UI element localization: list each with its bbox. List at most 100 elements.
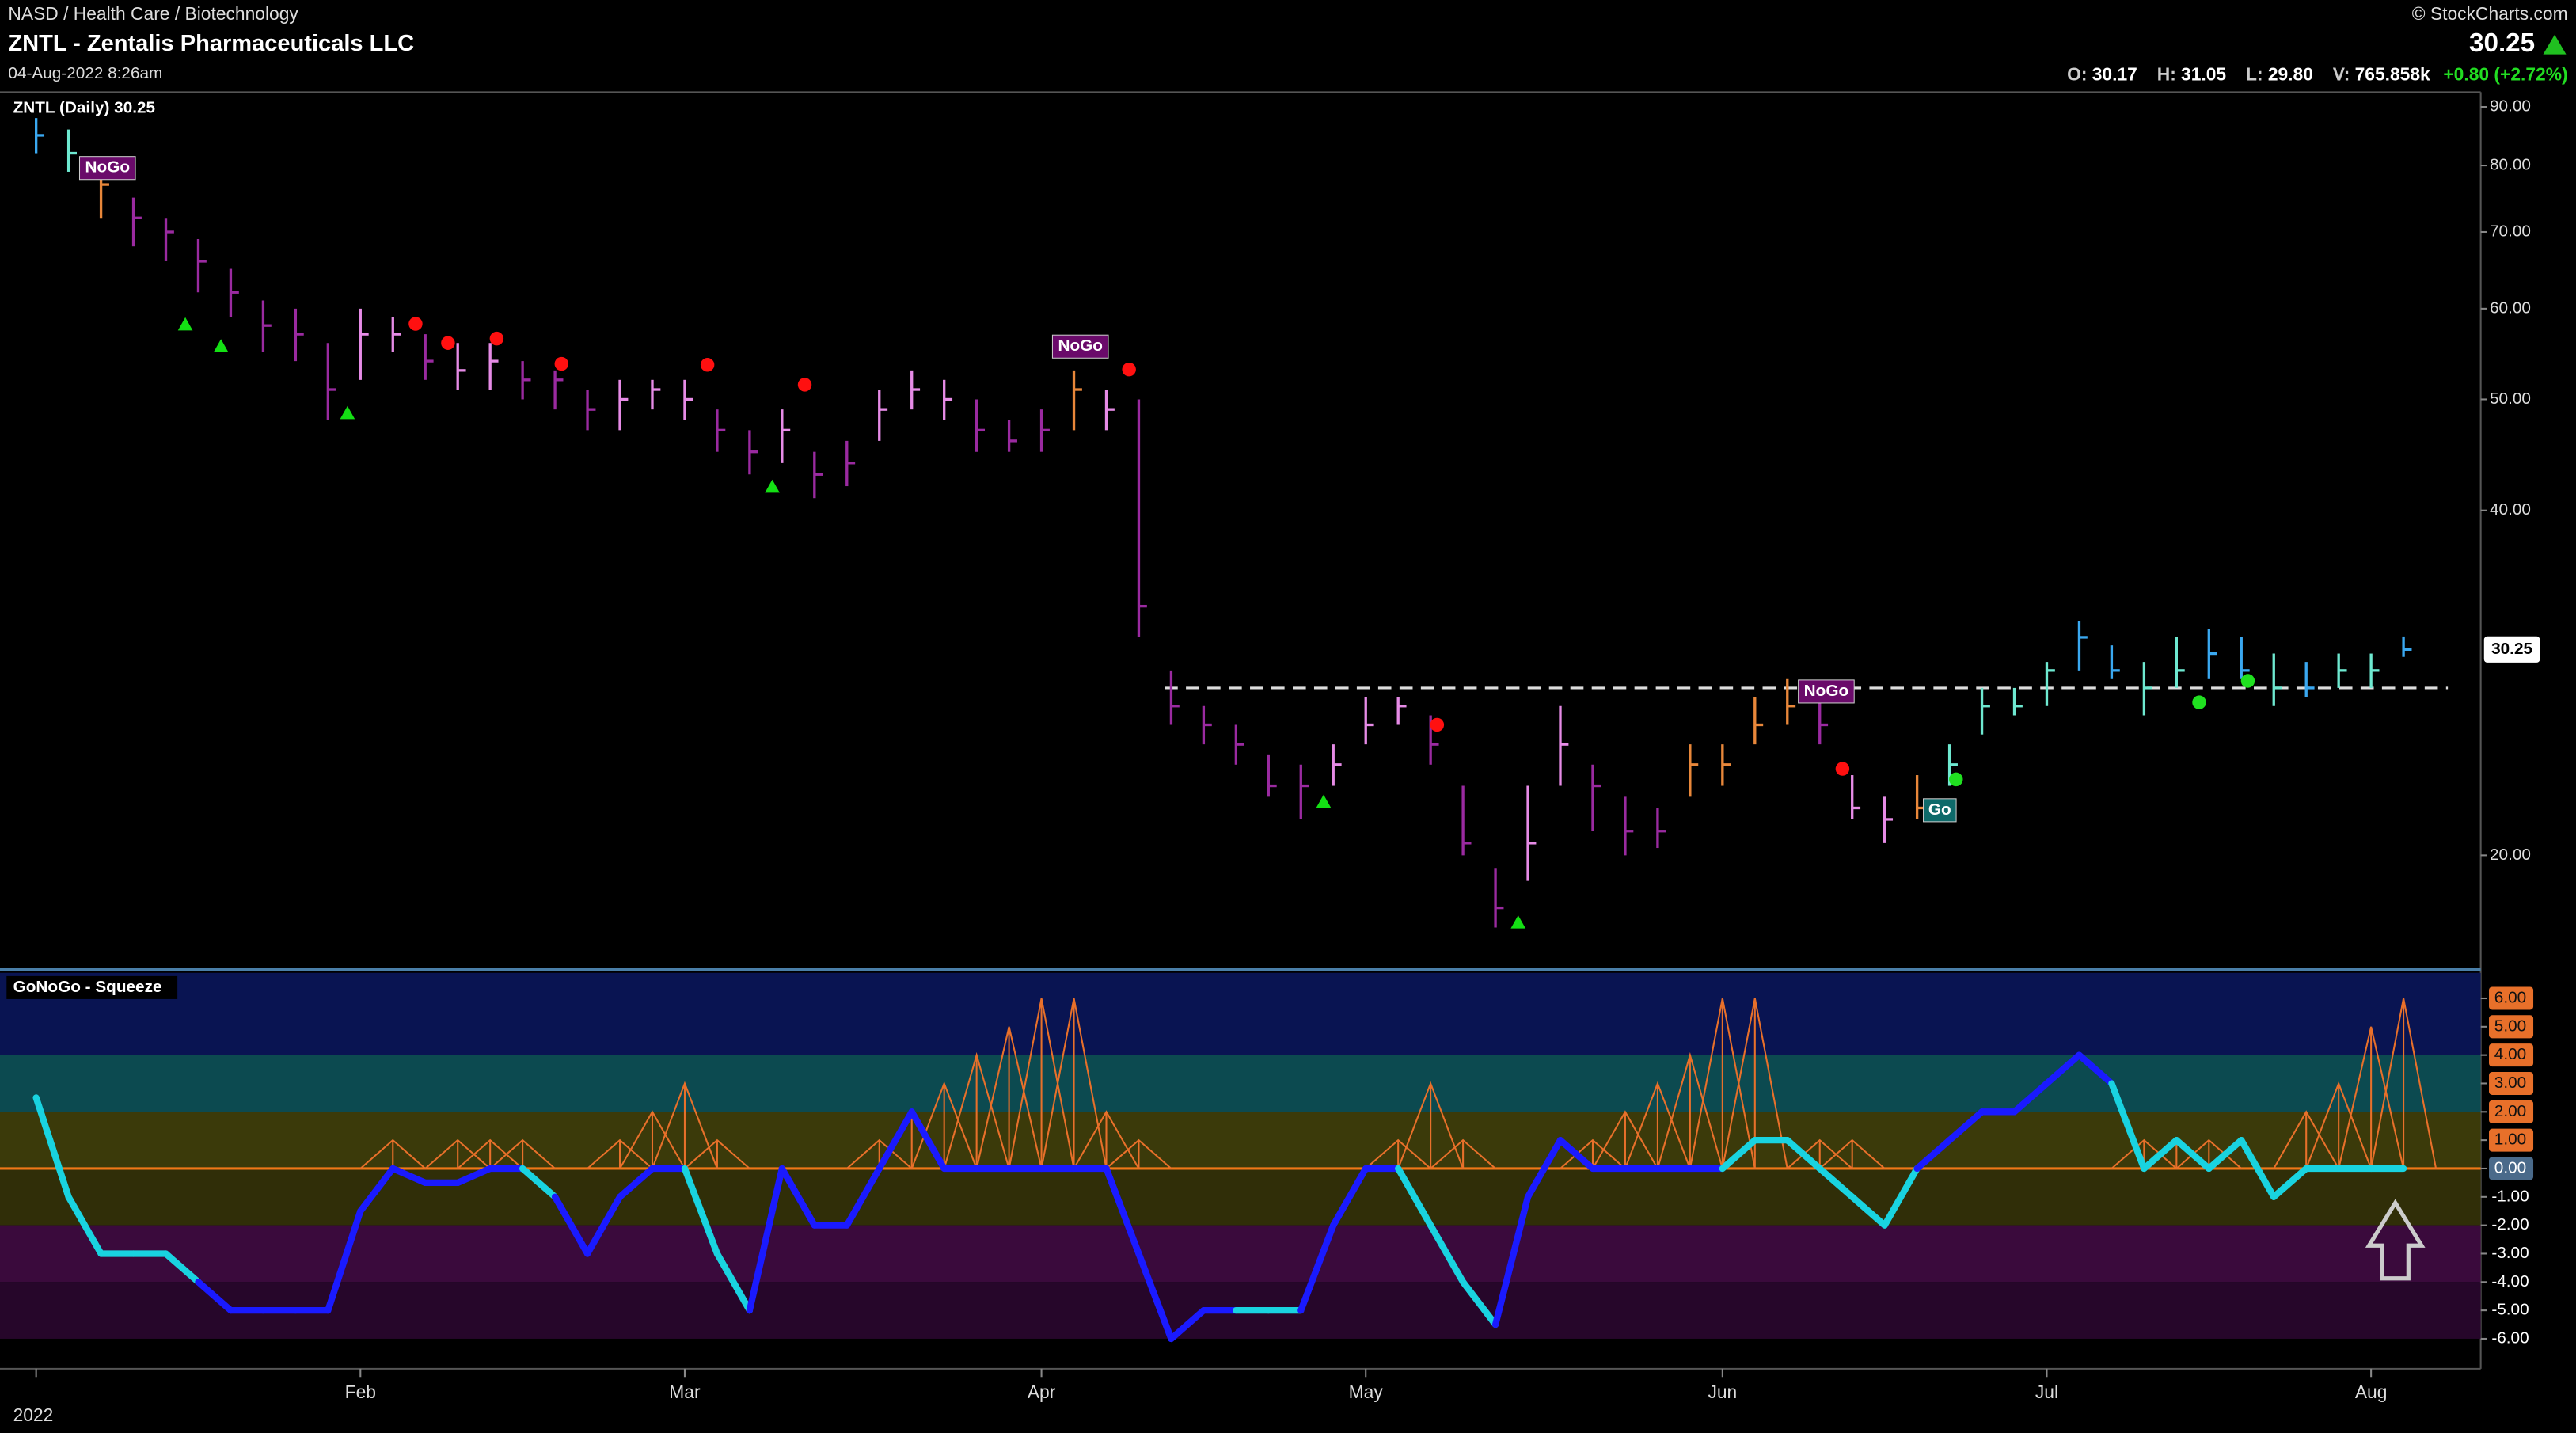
- source: © StockCharts.com: [2412, 3, 2568, 24]
- x-tick-label: May: [1349, 1382, 1384, 1402]
- y-tick-label: -2.00: [2491, 1215, 2529, 1233]
- oscillator-line: [1168, 1306, 1207, 1343]
- y-tick-label: -6.00: [2491, 1328, 2529, 1347]
- squeeze: [1008, 998, 1075, 1169]
- price-tag-label: 30.25: [2491, 640, 2532, 658]
- oscillator-line: [195, 1279, 234, 1314]
- oscillator-line: [713, 1250, 754, 1314]
- y-tick-label: 1.00: [2494, 1131, 2526, 1149]
- squeeze: [1365, 1138, 1431, 1169]
- quote-value: 29.80: [2268, 64, 2313, 85]
- oscillator-line: [2238, 1136, 2278, 1200]
- x-tick-label: Jun: [1708, 1382, 1737, 1402]
- quote-value: 30.17: [2092, 64, 2137, 85]
- y-tick-label: 0.00: [2494, 1158, 2526, 1176]
- y-tick-label: 70.00: [2490, 222, 2531, 240]
- oscillator-line: [2076, 1051, 2115, 1087]
- squeeze: [652, 1081, 718, 1169]
- annotation: NoGo: [1804, 682, 1848, 700]
- oscillator-line: [357, 1165, 397, 1214]
- oscillator-line: [1103, 1165, 1142, 1257]
- squeeze: [489, 1138, 556, 1169]
- squeeze: [1592, 1110, 1658, 1169]
- tick-box: [2489, 1015, 2534, 1039]
- squeeze: [2175, 1138, 2242, 1169]
- oscillator-line: [1427, 1222, 1467, 1286]
- signal-triangle: [177, 317, 193, 331]
- oscillator-line: [551, 1193, 591, 1257]
- signal-dot: [700, 358, 715, 372]
- squeeze: [1040, 998, 1108, 1169]
- last-price: 30.25: [2469, 29, 2535, 58]
- change: +0.80 (+2.72%): [2443, 64, 2567, 85]
- y-tick-label: -4.00: [2491, 1272, 2529, 1290]
- legend-box: [6, 975, 178, 999]
- signal-triangle: [340, 405, 355, 420]
- annotation-box: [1798, 679, 1855, 704]
- oscillator-line: [1395, 1165, 1434, 1229]
- y-tick-label: 4.00: [2494, 1045, 2526, 1063]
- squeeze: [684, 1138, 750, 1169]
- oscillator-line: [519, 1165, 559, 1200]
- x-tick-label: 2022: [13, 1404, 54, 1425]
- y-tick-label: 80.00: [2490, 156, 2531, 174]
- y-tick-label: 40.00: [2490, 500, 2531, 519]
- oscillator-line: [2173, 1136, 2213, 1173]
- quote-label: H:: [2157, 64, 2176, 85]
- oscillator-line: [778, 1165, 818, 1229]
- quote-value: 31.05: [2181, 64, 2226, 85]
- squeeze: [1397, 1081, 1465, 1169]
- oscillator-line: [2206, 1136, 2245, 1173]
- signal-dot: [441, 336, 455, 350]
- quote-label: O:: [2067, 64, 2087, 85]
- squeeze: [943, 1051, 1010, 1169]
- oscillator-line: [162, 1250, 202, 1286]
- x-tick-label: Apr: [1028, 1382, 1056, 1402]
- annotation: NoGo: [85, 158, 130, 177]
- exchange: NASD / Health Care / Biotechnology: [8, 3, 298, 24]
- oscillator-line: [1556, 1136, 1597, 1173]
- oscillator-line: [583, 1193, 624, 1257]
- signal-triangle: [765, 479, 780, 493]
- oscillator-line: [1330, 1165, 1370, 1229]
- signal-dot: [1949, 772, 1963, 787]
- squeeze: [910, 1081, 978, 1169]
- oscillator-line: [1297, 1222, 1337, 1314]
- annotation: Go: [1928, 800, 1951, 819]
- panel-title: GoNoGo - Squeeze: [13, 978, 162, 996]
- x-tick-label: Feb: [345, 1382, 376, 1402]
- price-panel: 20.00 40.00 50.00 60.00 70.00 80.00 90.00 30.25…: [13, 97, 2540, 929]
- x-tick-label: Jul: [2035, 1382, 2058, 1402]
- oscillator-line: [1135, 1250, 1175, 1343]
- squeeze: [424, 1138, 491, 1169]
- squeeze: [1656, 1051, 1723, 1169]
- oscillator-line: [1459, 1279, 1499, 1328]
- y-tick-label: 2.00: [2494, 1102, 2526, 1120]
- signal-dot: [797, 378, 812, 392]
- oscillator-line: [1784, 1136, 1823, 1173]
- signal-dot: [1835, 762, 1850, 776]
- y-tick-label: 20.00: [2490, 846, 2531, 864]
- signal-triangle: [1510, 915, 1526, 929]
- arrow-annotation: [2365, 1199, 2426, 1281]
- squeeze: [2305, 1081, 2373, 1169]
- signal-triangle: [1316, 794, 1332, 808]
- oscillator-line: [1946, 1108, 1985, 1144]
- timestamp: 04-Aug-2022 8:26am: [8, 64, 162, 82]
- y-tick-label: -3.00: [2491, 1244, 2529, 1262]
- squeeze: [587, 1138, 653, 1169]
- oscillator-line: [616, 1165, 656, 1200]
- tick-box: [2489, 1128, 2534, 1152]
- oscillator-line: [1816, 1165, 1856, 1200]
- band: [0, 1112, 2481, 1169]
- signal-dot: [1430, 717, 1445, 732]
- oscillator-line: [325, 1207, 364, 1314]
- quote-value: 765.858k: [2355, 64, 2430, 85]
- oscillator-line: [876, 1108, 915, 1173]
- oscillator-line: [843, 1165, 883, 1229]
- squeeze: [1624, 1081, 1691, 1169]
- annotation: NoGo: [1058, 336, 1102, 355]
- oscillator-line: [2043, 1051, 2083, 1087]
